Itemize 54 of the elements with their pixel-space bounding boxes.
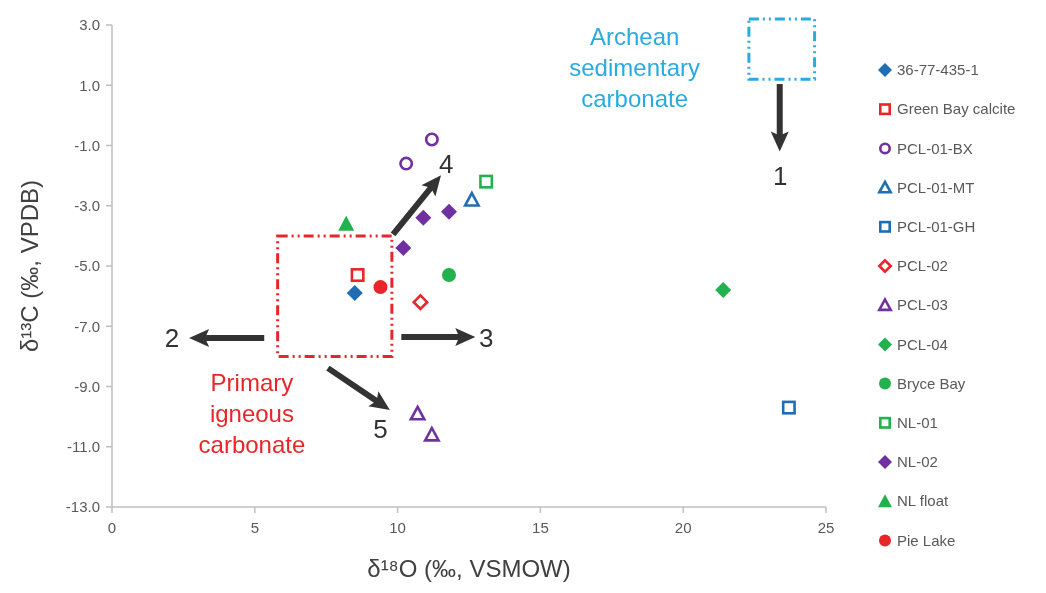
point	[781, 400, 796, 415]
x-axis-title: δ¹⁸O (‰, VSMOW)	[367, 555, 571, 582]
point	[415, 209, 432, 226]
y-axis-title: δ¹³C (‰, VPDB)	[16, 179, 43, 353]
point	[463, 191, 480, 207]
legend-label: Bryce Bay	[897, 374, 966, 392]
point	[715, 282, 732, 299]
legend-label: PCL-01-MT	[897, 178, 975, 196]
y-tick-label: -3.0	[74, 197, 100, 214]
annotation: Primary igneous carbonate	[198, 369, 306, 459]
y-tick-label: -13.0	[65, 498, 100, 516]
point	[409, 405, 426, 421]
legend-label: PCL-01-GH	[897, 218, 976, 236]
y-tick-label: 1.0	[79, 76, 100, 94]
point	[399, 156, 414, 171]
y-tick-label: -9.0	[74, 377, 100, 395]
point	[423, 426, 440, 442]
x-tick-label: 5	[250, 519, 259, 536]
y-tick-label: 3.0	[79, 16, 100, 34]
annotation: Archean sedimentary carbonate	[569, 22, 701, 112]
point	[424, 132, 439, 147]
x-tick-label: 20	[674, 519, 692, 536]
y-tick-label: -1.0	[74, 136, 100, 154]
legend-label: PCL-02	[897, 257, 948, 275]
point	[479, 174, 494, 189]
annotation: 1	[773, 160, 788, 191]
legend-label: NL-01	[897, 414, 938, 432]
annotation: 5	[373, 413, 388, 444]
legend-label: PCL-04	[897, 335, 948, 353]
legend-label: 36-77-435-1	[897, 61, 979, 79]
point	[338, 215, 355, 231]
y-tick-label: -11.0	[66, 438, 100, 455]
point	[442, 268, 457, 283]
legend-label: Green Bay calcite	[897, 100, 1016, 118]
y-tick-label: -5.0	[74, 257, 100, 275]
x-tick-label: 0	[107, 519, 117, 536]
y-tick-label: -7.0	[74, 317, 100, 335]
point	[346, 285, 363, 302]
legend-label: NL float	[897, 492, 949, 510]
annotation: 2	[164, 323, 180, 354]
annotation: 4	[438, 148, 454, 179]
legend-label: NL-02	[897, 453, 938, 471]
x-tick-label: 25	[817, 519, 835, 536]
point	[395, 239, 412, 256]
point	[441, 203, 458, 220]
point	[412, 294, 429, 311]
x-tick-label: 10	[389, 519, 406, 536]
x-tick-label: 15	[532, 519, 549, 536]
legend-label: Pie Lake	[897, 531, 956, 549]
annotation: 3	[478, 323, 494, 354]
point	[373, 280, 388, 295]
point	[350, 268, 365, 283]
legend-label: PCL-01-BX	[897, 139, 973, 157]
legend-label: PCL-03	[897, 296, 948, 314]
